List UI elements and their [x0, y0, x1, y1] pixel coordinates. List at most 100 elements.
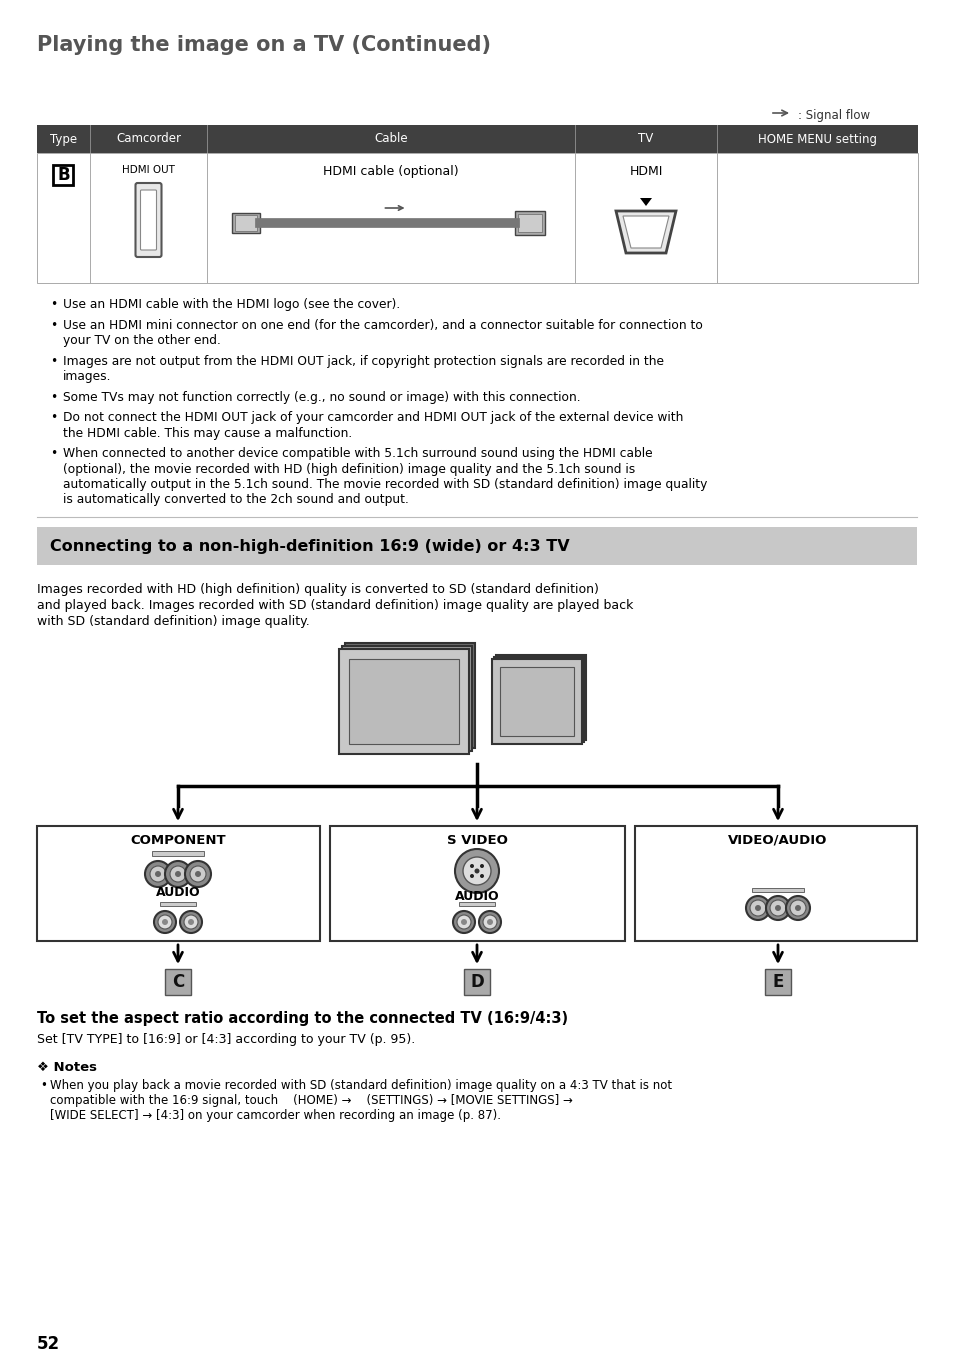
Circle shape — [455, 849, 498, 893]
Circle shape — [462, 858, 491, 885]
Polygon shape — [639, 198, 651, 206]
Bar — [330, 826, 624, 940]
Circle shape — [453, 911, 475, 934]
Text: your TV on the other end.: your TV on the other end. — [63, 334, 221, 347]
Text: S VIDEO: S VIDEO — [446, 833, 507, 847]
Text: C: C — [172, 973, 184, 991]
Circle shape — [479, 864, 483, 868]
Circle shape — [754, 905, 760, 911]
Text: automatically output in the 5.1ch sound. The movie recorded with SD (standard de: automatically output in the 5.1ch sound.… — [63, 478, 706, 491]
Circle shape — [170, 866, 186, 882]
Circle shape — [180, 911, 202, 934]
Text: Camcorder: Camcorder — [116, 133, 181, 145]
Text: Type: Type — [50, 133, 77, 145]
Text: HDMI OUT: HDMI OUT — [122, 166, 174, 175]
Bar — [53, 166, 73, 185]
Text: •: • — [50, 319, 57, 331]
Circle shape — [184, 915, 198, 930]
Text: Use an HDMI mini connector on one end (for the camcorder), and a connector suita: Use an HDMI mini connector on one end (f… — [63, 319, 702, 331]
Text: Set [TV TYPE] to [16:9] or [4:3] according to your TV (p. 95).: Set [TV TYPE] to [16:9] or [4:3] accordi… — [37, 1033, 415, 1046]
Circle shape — [769, 900, 785, 916]
Circle shape — [749, 900, 765, 916]
Bar — [492, 660, 581, 744]
Bar — [341, 646, 472, 750]
Text: Cable: Cable — [374, 133, 407, 145]
Text: When you play back a movie recorded with SD (standard definition) image quality : When you play back a movie recorded with… — [50, 1079, 672, 1092]
Text: Some TVs may not function correctly (e.g., no sound or image) with this connecti: Some TVs may not function correctly (e.g… — [63, 391, 580, 403]
Text: Images recorded with HD (high definition) quality is converted to SD (standard d: Images recorded with HD (high definition… — [37, 584, 598, 596]
Bar — [515, 210, 544, 235]
Circle shape — [765, 896, 789, 920]
Text: E: E — [772, 973, 782, 991]
Bar — [37, 826, 319, 940]
Text: When connected to another device compatible with 5.1ch surround sound using the : When connected to another device compati… — [63, 446, 652, 460]
Circle shape — [150, 866, 166, 882]
Circle shape — [165, 860, 191, 887]
Bar — [37, 153, 917, 284]
Circle shape — [479, 874, 483, 878]
Text: TV: TV — [638, 133, 653, 145]
Circle shape — [486, 919, 493, 925]
Text: To set the aspect ratio according to the connected TV (16:9/4:3): To set the aspect ratio according to the… — [37, 1011, 568, 1026]
Circle shape — [774, 905, 781, 911]
Bar — [458, 902, 495, 906]
Text: images.: images. — [63, 370, 112, 383]
Text: is automatically converted to the 2ch sound and output.: is automatically converted to the 2ch so… — [63, 494, 409, 506]
Text: Do not connect the HDMI OUT jack of your camcorder and HDMI OUT jack of the exte: Do not connect the HDMI OUT jack of your… — [63, 411, 682, 423]
Bar — [496, 655, 585, 740]
Circle shape — [158, 915, 172, 930]
Text: HDMI: HDMI — [629, 166, 662, 178]
Text: •: • — [50, 299, 57, 311]
Bar — [499, 668, 574, 735]
Text: compatible with the 16:9 signal, touch    (HOME) →    (SETTINGS) → [MOVIE SETTIN: compatible with the 16:9 signal, touch (… — [50, 1094, 572, 1107]
Bar — [345, 643, 475, 748]
Circle shape — [174, 871, 181, 877]
Text: •: • — [50, 446, 57, 460]
Text: HDMI cable (optional): HDMI cable (optional) — [323, 166, 458, 178]
Text: AUDIO: AUDIO — [455, 889, 498, 902]
Text: COMPONENT: COMPONENT — [130, 833, 226, 847]
Polygon shape — [622, 216, 668, 248]
Bar — [37, 125, 917, 153]
Circle shape — [162, 919, 168, 925]
Circle shape — [470, 874, 474, 878]
Circle shape — [456, 915, 471, 930]
Circle shape — [789, 900, 805, 916]
Text: VIDEO/AUDIO: VIDEO/AUDIO — [727, 833, 827, 847]
Bar — [635, 826, 916, 940]
Text: •: • — [50, 411, 57, 423]
Circle shape — [482, 915, 497, 930]
Text: AUDIO: AUDIO — [155, 886, 200, 898]
Text: Use an HDMI cable with the HDMI logo (see the cover).: Use an HDMI cable with the HDMI logo (se… — [63, 299, 400, 311]
Circle shape — [478, 911, 500, 934]
Text: B: B — [57, 166, 70, 185]
Circle shape — [785, 896, 809, 920]
Bar — [349, 660, 458, 744]
Bar — [463, 969, 490, 995]
Text: •: • — [40, 1080, 47, 1092]
Circle shape — [474, 868, 479, 874]
Polygon shape — [616, 210, 676, 252]
Circle shape — [190, 866, 206, 882]
Text: ❖ Notes: ❖ Notes — [37, 1061, 97, 1073]
Circle shape — [470, 864, 474, 868]
Bar — [165, 969, 191, 995]
Circle shape — [154, 871, 161, 877]
Text: Playing the image on a TV (Continued): Playing the image on a TV (Continued) — [37, 35, 491, 56]
Bar — [160, 902, 195, 906]
Circle shape — [153, 911, 175, 934]
Bar — [234, 214, 256, 231]
Bar — [494, 657, 583, 742]
Bar — [517, 214, 541, 232]
Bar — [232, 213, 260, 233]
Text: 52: 52 — [37, 1335, 60, 1353]
Bar — [37, 527, 916, 565]
Text: with SD (standard definition) image quality.: with SD (standard definition) image qual… — [37, 615, 310, 628]
Text: : Signal flow: : Signal flow — [797, 109, 869, 122]
Bar — [338, 649, 469, 754]
Text: Images are not output from the HDMI OUT jack, if copyright protection signals ar: Images are not output from the HDMI OUT … — [63, 354, 663, 368]
Text: •: • — [50, 354, 57, 368]
Circle shape — [794, 905, 801, 911]
Text: (optional), the movie recorded with HD (high definition) image quality and the 5: (optional), the movie recorded with HD (… — [63, 463, 635, 475]
Bar — [152, 851, 204, 856]
